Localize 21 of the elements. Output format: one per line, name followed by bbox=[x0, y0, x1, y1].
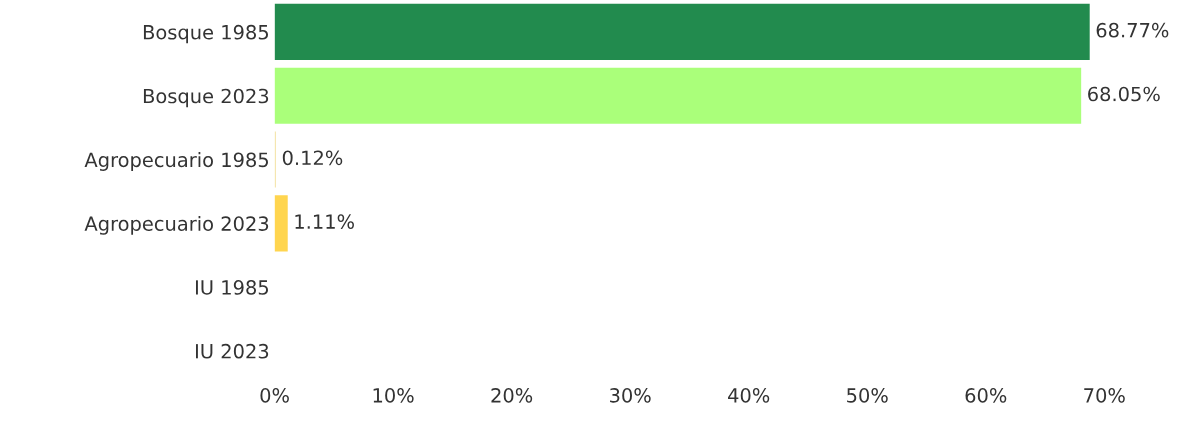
data-label: 68.05% bbox=[1088, 86, 1160, 102]
data-label: 1.11% bbox=[295, 214, 354, 229]
x-tick-label: 40% bbox=[728, 388, 770, 403]
bar bbox=[274, 67, 1082, 124]
data-label: 68.77% bbox=[1096, 22, 1169, 38]
x-tick-label: 50% bbox=[847, 388, 888, 403]
x-tick-label: 60% bbox=[965, 388, 1007, 403]
bar bbox=[274, 3, 1090, 60]
x-tick-label: 30% bbox=[610, 388, 651, 403]
y-tick-label: Bosque 2023 bbox=[143, 88, 269, 108]
y-tick-label: IU 1985 bbox=[195, 280, 269, 295]
y-tick-label: Agropecuario 1985 bbox=[84, 152, 269, 171]
data-label: 0.12% bbox=[282, 150, 343, 166]
bar bbox=[274, 195, 288, 252]
x-tick-label: 20% bbox=[491, 388, 533, 403]
y-tick-label: Agropecuario 2023 bbox=[84, 215, 269, 235]
y-tick-label: IU 2023 bbox=[195, 343, 269, 359]
y-tick-label: Bosque 1985 bbox=[143, 24, 269, 44]
x-tick-label: 0% bbox=[260, 388, 289, 403]
x-tick-label: 10% bbox=[373, 388, 414, 403]
x-tick-label: 70% bbox=[1084, 388, 1125, 403]
